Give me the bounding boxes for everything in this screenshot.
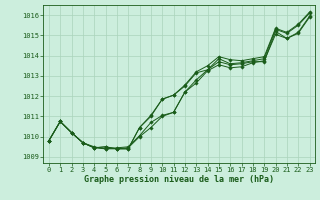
X-axis label: Graphe pression niveau de la mer (hPa): Graphe pression niveau de la mer (hPa) bbox=[84, 175, 274, 184]
